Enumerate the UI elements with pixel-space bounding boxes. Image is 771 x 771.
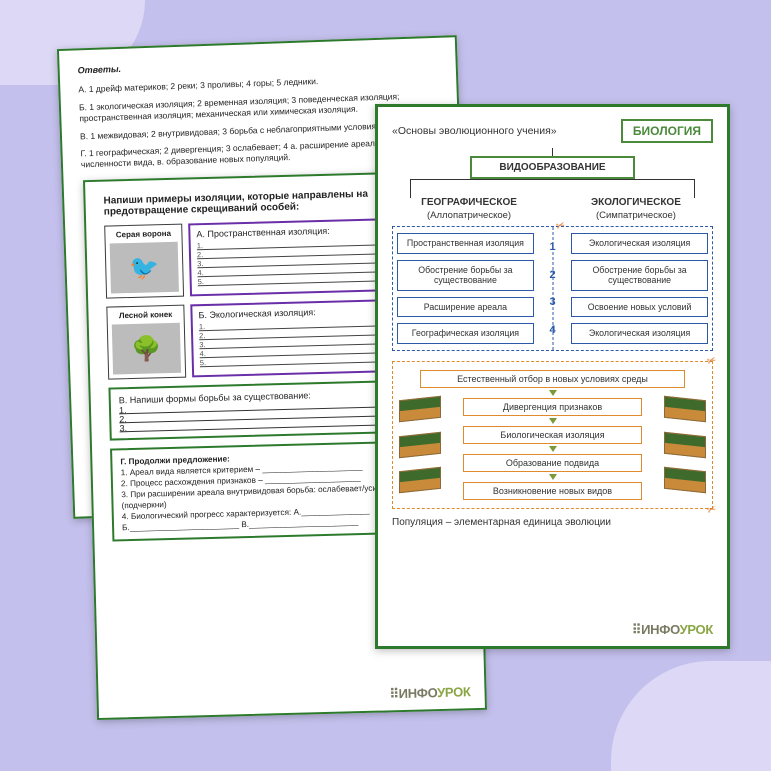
diagram-topline: «Основы эволюционного учения» БИОЛОГИЯ (392, 119, 713, 143)
col-left-head: ГЕОГРАФИЧЕСКОЕ (Аллопатрическое) (392, 197, 546, 226)
grid-col-right: Экологическая изоляция Обострение борьбы… (571, 233, 708, 344)
flow-5: Возникновение новых видов (463, 482, 641, 500)
subject-badge: БИОЛОГИЯ (621, 119, 713, 143)
flow-3: Биологическая изоляция (463, 426, 641, 444)
rbox-3: Освоение новых условий (571, 297, 708, 318)
diagram-topic: «Основы эволюционного учения» (392, 125, 557, 137)
ws-label-a: Серая ворона (109, 229, 177, 240)
terrain-tile (664, 467, 706, 493)
arrow-down-icon (549, 474, 557, 480)
lbox-4: Географическая изоляция (397, 323, 534, 344)
node-speciation: ВИДООБРАЗОВАНИЕ (470, 156, 635, 179)
logo-part2: УРОК (680, 622, 713, 637)
rbox-4: Экологическая изоляция (571, 323, 708, 344)
rbox-2: Обострение борьбы за существование (571, 260, 708, 291)
stage: Ответы. А. 1 дрейф материков; 2 реки; 3 … (0, 0, 771, 771)
scissor-icon: ✂ (705, 502, 718, 517)
terrain-tile (664, 432, 706, 458)
flow-2: Дивергенция признаков (463, 398, 641, 416)
arrow-down-icon (549, 418, 557, 424)
terrain-left (399, 392, 441, 498)
ws-left-b: Лесной конек 🌳 (106, 305, 186, 380)
terrain-tile (664, 396, 706, 422)
lbox-2: Обострение борьбы за существование (397, 260, 534, 291)
right-head-main: ЭКОЛОГИЧЕСКОЕ (591, 197, 681, 208)
comparison-grid: ✂ Пространственная изоляция Обострение б… (392, 226, 713, 351)
lbox-3: Расширение ареала (397, 297, 534, 318)
sheet-diagram: «Основы эволюционного учения» БИОЛОГИЯ В… (375, 104, 730, 649)
logo-part2: УРОК (437, 684, 471, 700)
left-head-main: ГЕОГРАФИЧЕСКОЕ (421, 197, 517, 208)
arrow-down-icon (549, 390, 557, 396)
flow-1: Естественный отбор в новых условиях сред… (420, 370, 684, 388)
col-right-head: ЭКОЛОГИЧЕСКОЕ (Симпатрическое) (559, 197, 713, 226)
branch-heads: ГЕОГРАФИЧЕСКОЕ (Аллопатрическое) ЭКОЛОГИ… (392, 197, 713, 226)
left-head-sub: (Аллопатрическое) (427, 210, 511, 221)
left-head: ГЕОГРАФИЧЕСКОЕ (Аллопатрическое) (392, 197, 546, 222)
crow-image: 🐦 (110, 242, 179, 294)
speciation-wrap: ВИДООБРАЗОВАНИЕ (470, 148, 635, 179)
lbox-1: Пространственная изоляция (397, 233, 534, 254)
terrain-right (664, 392, 706, 498)
logo-part1: ИНФО (641, 622, 679, 637)
right-head: ЭКОЛОГИЧЕСКОЕ (Симпатрическое) (559, 197, 713, 222)
terrain-tile (399, 467, 441, 493)
rbox-1: Экологическая изоляция (571, 233, 708, 254)
terrain-tile (399, 432, 441, 458)
logo-worksheet: ⠿ИНФОУРОК (389, 684, 470, 702)
arrow-down-icon (549, 446, 557, 452)
ws-left-a: Серая ворона 🐦 (104, 224, 184, 299)
logo-diagram: ⠿ИНФОУРОК (632, 622, 713, 638)
logo-dots-icon: ⠿ (632, 622, 641, 637)
tree-split (398, 179, 707, 197)
diagram-footer: Популяция – элементарная единица эволюци… (392, 517, 713, 528)
terrain-tile (399, 396, 441, 422)
tree-stem-top (552, 148, 554, 156)
forest-image: 🌳 (112, 323, 181, 375)
grid-col-left: Пространственная изоляция Обострение бор… (397, 233, 534, 344)
right-head-sub: (Симпатрическое) (596, 210, 676, 221)
logo-part1: ИНФО (398, 685, 437, 701)
grid-divider (552, 227, 553, 350)
scissor-icon: ✂ (705, 353, 718, 368)
flow-area: ✂ ✂ Естественный отбор в новых условиях … (392, 361, 713, 509)
flow-4: Образование подвида (463, 454, 641, 472)
ws-label-b: Лесной конек (111, 310, 179, 321)
